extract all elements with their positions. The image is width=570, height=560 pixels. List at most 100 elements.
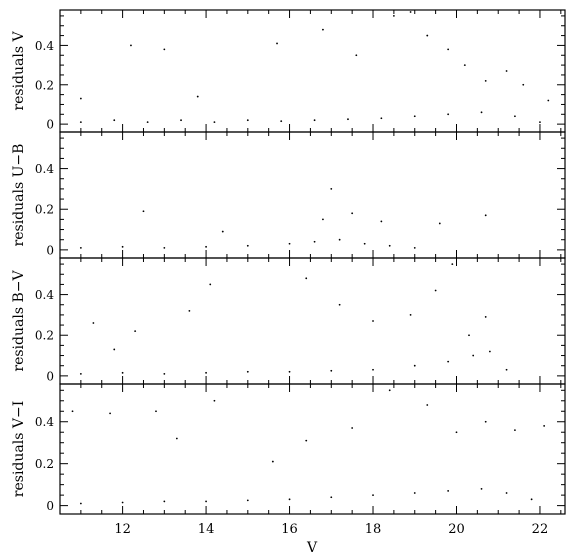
scatter-point-outlier [543,425,546,427]
scatter-point-outlier [213,399,216,402]
scatter-point [205,500,207,503]
y-tick-label: 0 [46,369,54,383]
scatter-point-outlier [455,431,458,434]
scatter-point [372,368,374,371]
scatter-point-outlier [79,97,82,100]
scatter-point-outlier [330,188,333,190]
x-tick-label: 14 [198,522,215,537]
scatter-point-outlier [434,289,437,292]
scatter-point-outlier [196,95,199,98]
scatter-point-outlier [322,28,324,31]
scatter-point-outlier [355,54,358,57]
scatter-point-outlier [388,389,391,392]
scatter-point [413,492,416,494]
x-axis-label: V [306,540,318,556]
y-tick-label: 0 [46,499,54,513]
scatter-point-outlier [484,420,487,423]
scatter-point-outlier [271,460,274,463]
y-tick-label: 0 [46,118,54,132]
scatter-point-outlier [113,348,116,351]
panel-frame [59,383,566,515]
scatter-point [163,500,166,503]
y-tick-label: 0 [46,243,54,257]
scatter-point [205,371,207,374]
scatter-point-outlier [134,330,137,333]
ticks-layer: 0 0.2 0.4 [35,384,565,514]
scatter-point [472,354,475,357]
scatter-point [413,115,416,118]
scatter-point [447,360,450,363]
panel-ylabel: residuals V [11,31,27,111]
scatter-point-outlier [522,83,525,86]
scatter-point-outlier [409,314,412,316]
ticks-layer: 0 0.2 0.4 [35,258,565,384]
scatter-point-outlier [351,212,354,215]
scatter-point-outlier [484,214,487,217]
y-tick-label: 0.4 [35,288,54,302]
scatter-point [338,238,341,241]
scatter-point-outlier [305,277,308,280]
scatter-point [347,118,349,121]
scatter-point [447,113,450,116]
scatter-point [539,121,541,124]
scatter-point-outlier [447,48,450,51]
scatter-point-outlier [438,222,441,225]
scatter-point-outlier [142,210,145,213]
x-tick-label: 18 [365,522,382,537]
scatter-point [121,501,124,504]
scatter-point [280,120,283,123]
points-layer [79,11,550,124]
panel-ylabel: residuals V−I [11,401,27,497]
scatter-point [380,117,383,120]
x-tick-label: 22 [532,522,549,537]
scatter-point-outlier [484,79,487,82]
scatter-point-outlier [409,11,412,13]
scatter-point [79,502,82,505]
scatter-point [146,121,149,124]
y-tick-label: 0.2 [35,329,54,343]
scatter-point-outlier [426,34,429,37]
scatter-point-outlier [322,218,324,221]
scatter-point [330,369,333,372]
scatter-point [530,498,533,501]
scatter-point-outlier [130,44,132,47]
scatter-point-outlier [276,42,278,45]
x-tick-label: 16 [281,522,298,537]
scatter-point-outlier [380,220,383,223]
scatter-point [372,494,374,497]
scatter-point [514,115,516,118]
scatter-point [505,368,508,371]
panel-ylabel: residuals B−V [11,270,27,372]
x-ticks-layer: 12 14 16 18 20 22 [114,522,548,537]
scatter-point [246,499,249,502]
scatter-point-outlier [468,334,470,337]
scatter-point [330,496,333,499]
scatter-point [246,119,249,122]
scatter-point-outlier [163,48,166,51]
scatter-point [288,242,291,245]
scatter-point [363,242,366,245]
scatter-point [488,350,491,353]
scatter-point [505,492,508,494]
scatter-point [79,246,82,249]
scatter-point-outlier [92,322,95,324]
scatter-point-outlier [484,316,487,318]
scatter-point [246,244,249,247]
scatter-point-outlier [221,230,224,233]
scatter-point [121,245,124,248]
scatter-point-outlier [505,70,508,72]
scatter-point [213,121,216,124]
scatter-point-outlier [338,303,341,306]
y-tick-label: 0.2 [35,457,54,471]
points-layer [79,188,487,249]
scatter-point [313,240,316,243]
scatter-point [413,364,416,367]
panel-residuals-v: 0 0.2 0.4 residuals V [11,9,566,133]
scatter-point-outlier [155,410,157,413]
x-tick-label: 12 [114,522,131,537]
scatter-point-outlier [514,429,516,432]
scatter-point [163,246,166,249]
scatter-point [288,498,291,501]
panel-residuals-u-b: 0 0.2 0.4 residuals U−B [11,131,566,259]
